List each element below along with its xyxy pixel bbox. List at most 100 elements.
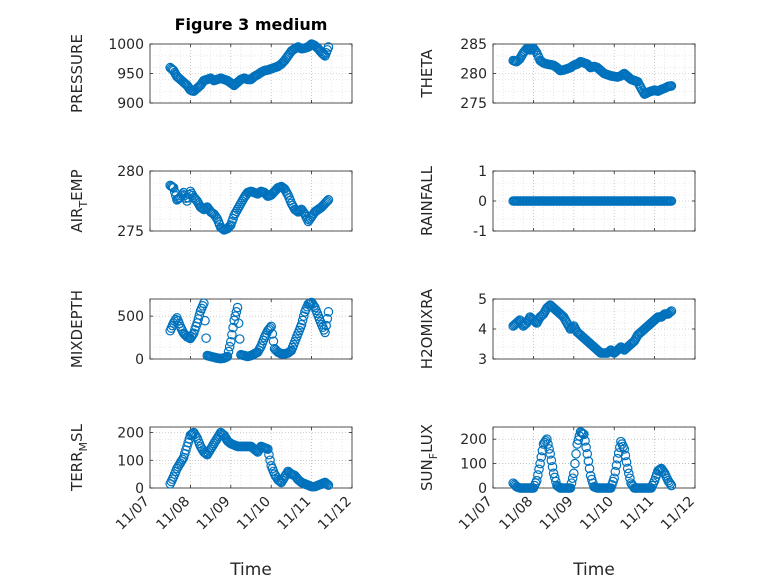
data-point-interp (321, 197, 331, 207)
data-point (609, 473, 619, 484)
data-point-interp (267, 329, 278, 339)
data-point (323, 195, 334, 205)
y-tick-label: 5 (478, 292, 487, 308)
data-point (323, 307, 334, 317)
y-tick-label: 100 (460, 457, 487, 473)
data-point-interp (537, 310, 548, 320)
y-tick-label: 1 (478, 164, 487, 180)
data-point-interp (617, 70, 627, 80)
data-point-interp (304, 215, 315, 225)
data-point-interp (536, 452, 547, 462)
data-point-interp (268, 336, 279, 347)
y-tick-label: 275 (117, 224, 144, 240)
y-tick-label: 0 (478, 481, 487, 497)
data-point-interp (294, 206, 305, 216)
data-point (622, 463, 633, 474)
y-tick-label: 3 (478, 352, 487, 368)
data-point-interp (610, 466, 621, 477)
subplot-mixdepth: 0 500 MIXDEPTH (68, 290, 353, 368)
data-point-interp (322, 313, 333, 324)
data-point (199, 447, 209, 457)
data-point (545, 449, 556, 459)
data-point (185, 430, 196, 441)
data-point-interp (321, 478, 331, 489)
x-axis-label-left: Time (229, 560, 272, 580)
data-point-interp (319, 50, 329, 60)
data-point-interp (264, 449, 274, 460)
data-point (666, 81, 677, 91)
data-point (323, 42, 334, 52)
y-tick-label: 950 (117, 67, 144, 83)
data-point (531, 475, 542, 486)
data-point-interp (227, 78, 237, 89)
data-point-interp (194, 310, 205, 320)
x-axis-label-right: Time (572, 560, 615, 580)
data-point (535, 458, 545, 469)
data-point (303, 216, 314, 227)
data-point (273, 474, 283, 485)
data-point-interp (200, 315, 210, 326)
figure-title: Figure 3 medium (175, 15, 328, 34)
y-tick-label: 285 (460, 37, 487, 53)
data-point-interp (546, 455, 557, 466)
data-point-interp (534, 464, 544, 475)
data-point-interp (187, 330, 198, 340)
data-point-interp (583, 456, 594, 466)
y-axis-label: SUNFLUX (418, 424, 440, 491)
data-point-interp (514, 54, 524, 65)
data-point-interp (297, 315, 308, 326)
data-point-interp (566, 478, 577, 488)
data-point-interp (231, 307, 242, 317)
data-point-interp (654, 465, 664, 475)
y-axis-label: RAINFALL (418, 165, 436, 236)
y-axis-label: AIRTEMP (68, 169, 90, 232)
subplot-rainfall: -1 0 1 RAINFALL (418, 164, 696, 240)
data-point (232, 302, 243, 313)
data-point-interp (234, 334, 245, 344)
subplot-theta: 275 280 285 THETA (418, 37, 696, 112)
data-point-interp (297, 206, 308, 216)
data-point-interp (580, 436, 590, 446)
data-point-interp (576, 427, 587, 438)
data-point (565, 483, 576, 493)
y-tick-label: 1000 (108, 37, 144, 53)
y-axis-label: TERRMSL (68, 423, 90, 492)
data-point-interp (665, 479, 676, 489)
data-point-interp (223, 222, 234, 233)
data-point (263, 444, 273, 454)
data-point-interp (191, 195, 201, 205)
data-point-interp (322, 479, 333, 490)
data-point (579, 429, 589, 440)
data-point-interp (567, 473, 578, 484)
data-point-interp (551, 476, 561, 487)
y-tick-label: 200 (460, 432, 487, 448)
data-point-interp (201, 333, 211, 343)
y-tick-label: 0 (135, 481, 144, 497)
axes-box (149, 426, 353, 489)
data-point (296, 319, 307, 330)
y-tick-label: 900 (117, 96, 144, 112)
data-point-interp (628, 337, 639, 347)
data-point (320, 327, 330, 338)
data-point-interp (557, 311, 568, 321)
data-point (296, 204, 307, 215)
data-point (666, 480, 677, 491)
data-point-interp (611, 460, 622, 471)
y-tick-label: 100 (117, 453, 144, 469)
data-point (209, 209, 219, 219)
data-point-interp (581, 442, 591, 453)
data-point-interp (166, 181, 177, 191)
data-point-interp (620, 450, 631, 461)
data-point (199, 298, 209, 309)
data-point (663, 309, 673, 319)
data-point-interp (584, 463, 595, 474)
data-point-interp (543, 439, 553, 449)
data-point-interp (321, 320, 331, 331)
data-point-interp (255, 343, 265, 353)
data-point-interp (664, 308, 674, 318)
data-point-interp (533, 470, 543, 480)
data-point-interp (621, 457, 632, 467)
axes-box (149, 170, 353, 232)
